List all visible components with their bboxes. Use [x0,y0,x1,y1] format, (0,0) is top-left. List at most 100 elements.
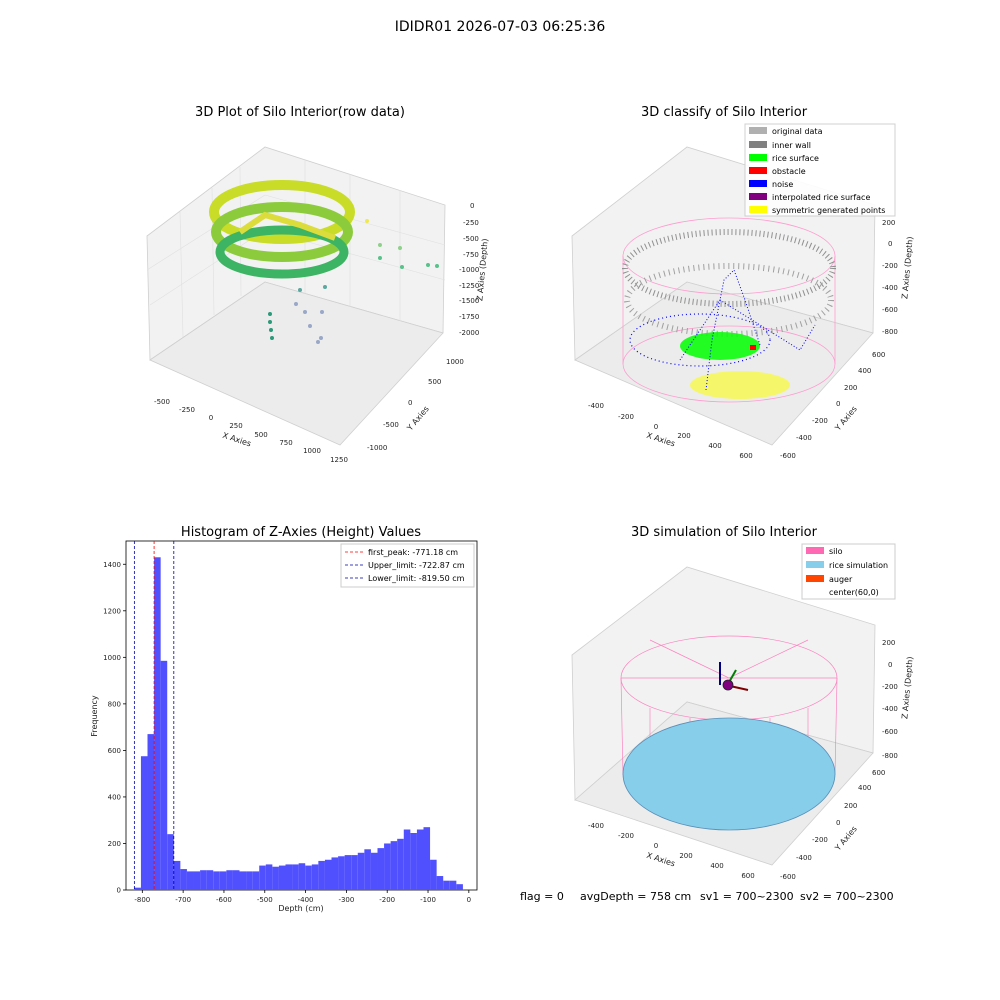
legend-swatch-rice-surface [749,154,767,161]
hist-bar [384,843,391,890]
raw-x-tick: 1250 [330,456,348,464]
sim-legend-label: center(60,0) [829,588,879,597]
hist-bar [186,871,194,890]
hist-legend: first_peak: -771.18 cm Upper_limit: -722… [340,543,475,588]
hist-x-tick-label: -300 [338,896,354,904]
hist-bar [246,871,253,890]
sim-z-label: Z Axies (Depth) [900,656,914,719]
raw-x-tick: 750 [279,439,292,447]
hist-bar [456,884,463,890]
raw-x-tick: -250 [179,406,195,414]
hist-bar [436,876,444,890]
classify-y-tick: 600 [872,351,885,359]
hist-bar [449,880,457,890]
classify-x-tick: 600 [739,452,752,460]
classify-legend: original data inner wall rice surface ob… [744,123,896,217]
raw-y-tick: -1000 [367,444,387,452]
hist-y-tick-label: 200 [108,840,121,848]
hist-bar [403,829,411,890]
raw-y-tick: 500 [428,378,441,386]
hist-bar [443,880,450,890]
hist-legend-label: first_peak: -771.18 cm [368,548,458,557]
hist-bar [390,841,398,890]
hist-bar [206,870,214,890]
hist-x-tick-label: -700 [175,896,191,904]
hist-x-tick-label: -800 [134,896,150,904]
hist-y-tick-label: 1200 [103,607,121,615]
hist-bar [324,859,332,890]
hist-x-tick-label: 0 [467,896,471,904]
sim-z-tick: -600 [882,728,898,736]
classify-legend-label: symmetric generated points [772,206,885,215]
sim-legend-label: silo [829,547,843,556]
classify-x-tick: -200 [618,413,634,421]
sim-x-tick: 400 [710,862,723,870]
raw-z-tick: -1750 [459,313,479,321]
hist-bar [173,860,181,890]
raw-z-ticks: 0 -250 -500 -750 -1000 -1250 -1500 -1750… [459,202,479,337]
classify-z-ticks: 200 0 -200 -400 -600 -800 [882,219,898,336]
sim-z-tick: -200 [882,683,898,691]
hist-title: Histogram of Z-Axies (Height) Values [181,525,421,540]
sim-x-label: X Axies [645,851,676,869]
hist-y-tick-label: 1400 [103,561,121,569]
hist-bar [140,756,148,890]
hist-bars [134,557,463,890]
hist-bar [232,870,240,890]
sim-x-tick: 0 [654,842,658,850]
hist-bar [200,870,207,890]
hist-bar [213,871,220,890]
raw-y-label: Y Axies [405,404,431,433]
hist-bar [298,863,306,890]
sim-y-tick: -400 [796,854,812,862]
raw-z-tick: -1500 [459,297,479,305]
panel-raw-3d: 3D Plot of Silo Interior(row data) [146,105,490,464]
hist-legend-label: Upper_limit: -722.87 cm [368,561,465,570]
raw-y-ticks: -1000 -500 0 500 1000 [367,358,464,452]
raw-y-tick: 0 [408,399,412,407]
classify-z-tick: 0 [888,240,892,248]
raw-z-tick: -1000 [459,266,479,274]
classify-y-ticks: -600 -400 -200 0 200 400 600 [780,351,885,460]
classify-x-tick: 200 [677,432,690,440]
raw-x-tick: 1000 [303,447,321,455]
raw-z-tick: -500 [463,235,479,243]
classify-y-tick: -600 [780,452,796,460]
classify-x-label: X Axies [645,431,676,449]
sim-z-tick: 0 [888,661,892,669]
sim-y-tick: 600 [872,769,885,777]
classify-legend-label: noise [772,180,793,189]
sim-legend-label: auger [829,575,853,584]
classify-x-ticks: -400 -200 0 200 400 600 [588,402,753,460]
classify-y-tick: 200 [844,384,857,392]
status-flag: flag = 0 [520,890,564,903]
hist-bar [351,855,358,890]
hist-bar [239,871,247,890]
legend-swatch-auger [806,575,824,582]
sim-rice-surface [622,717,836,831]
classify-legend-label: rice surface [772,154,819,163]
hist-bar [370,852,378,890]
hist-bar [180,869,187,890]
sim-legend-label: rice simulation [829,561,888,570]
sim-x-tick: -400 [588,822,604,830]
hist-bar [357,852,365,890]
sim-z-tick: 200 [882,639,895,647]
sim-y-ticks: -600 -400 -200 0 200 400 600 [780,769,885,881]
legend-swatch-obstacle [749,167,767,174]
hist-y-tick-label: 0 [117,887,121,895]
raw-plot-title: 3D Plot of Silo Interior(row data) [195,105,405,120]
sim-x-ticks: -400 -200 0 200 400 600 [588,822,755,880]
hist-bar [305,865,312,890]
classify-legend-label: inner wall [772,141,811,150]
hist-bar [265,864,273,890]
hist-y-tick-label: 1000 [103,654,121,662]
classify-legend-label: obstacle [772,167,806,176]
legend-swatch-interp [749,193,767,200]
sim-y-tick: -200 [812,836,828,844]
classify-z-tick: -400 [882,284,898,292]
sim-y-tick: -600 [780,873,796,881]
hist-bar [160,660,168,890]
sim-z-ticks: 200 0 -200 -400 -600 -800 [882,639,898,760]
classify-legend-label: interpolated rice surface [772,193,870,202]
